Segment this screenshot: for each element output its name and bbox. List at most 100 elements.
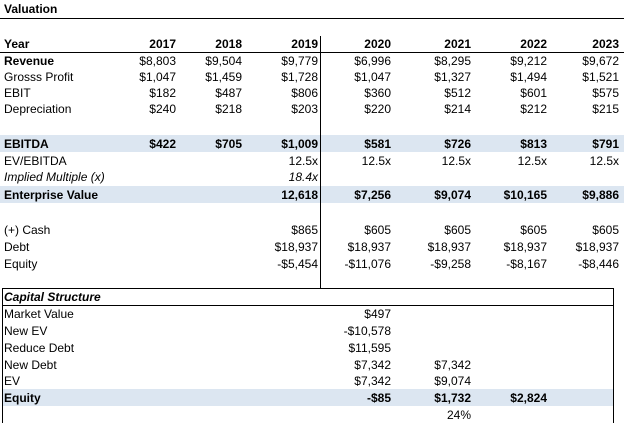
debt-2021: $18,937 bbox=[427, 240, 471, 254]
year-2021: 2021 bbox=[444, 37, 471, 51]
enterprise-value-2019: 12,618 bbox=[281, 188, 318, 202]
cash-label: (+) Cash bbox=[4, 223, 51, 237]
debt-2022: $18,937 bbox=[503, 240, 547, 254]
enterprise-value-2022: $10,165 bbox=[503, 188, 547, 202]
cap-equity-label: Equity bbox=[4, 391, 41, 405]
gross-profit-2018: $1,459 bbox=[205, 70, 242, 84]
cap-equity-2021: $1,732 bbox=[434, 391, 471, 405]
ebitda-row-highlight bbox=[0, 135, 624, 152]
year-2017: 2017 bbox=[149, 37, 176, 51]
cash-2022: $605 bbox=[520, 223, 547, 237]
depreciation-2020: $220 bbox=[364, 102, 391, 116]
ebit-2018: $487 bbox=[215, 86, 242, 100]
year-2020: 2020 bbox=[364, 37, 391, 51]
depreciation-2023: $215 bbox=[592, 102, 619, 116]
gross-profit-2020: $1,047 bbox=[354, 70, 391, 84]
implied-multiple-label: Implied Multiple (x) bbox=[4, 170, 105, 184]
equity-pct-2021: 24% bbox=[446, 408, 471, 422]
new-debt-2020: $7,342 bbox=[354, 358, 391, 372]
revenue-2022: $9,212 bbox=[510, 54, 547, 68]
gross-profit-2019: $1,728 bbox=[281, 70, 318, 84]
enterprise-value-2023: $9,886 bbox=[582, 188, 619, 202]
ebit-2017: $182 bbox=[149, 86, 176, 100]
market-value-2020: $497 bbox=[364, 307, 391, 321]
ebit-2020: $360 bbox=[364, 86, 391, 100]
reduce-debt-label: Reduce Debt bbox=[4, 341, 75, 355]
ev-2020: $7,342 bbox=[354, 374, 391, 388]
revenue-2017: $8,803 bbox=[139, 54, 176, 68]
cap-equity-row-highlight bbox=[2, 389, 613, 406]
ev-ebitda-2023: 12.5x bbox=[589, 154, 619, 168]
revenue-2018: $9,504 bbox=[205, 54, 242, 68]
ebit-2022: $601 bbox=[520, 86, 547, 100]
gross-profit-2021: $1,327 bbox=[434, 70, 471, 84]
cap-equity-2022: $2,824 bbox=[510, 391, 547, 405]
ev-label: EV bbox=[4, 374, 21, 388]
year-2018: 2018 bbox=[215, 37, 242, 51]
ebitda-2018: $705 bbox=[215, 137, 242, 151]
ev-2021: $9,074 bbox=[434, 374, 471, 388]
ev-ebitda-label: EV/EBITDA bbox=[4, 154, 67, 168]
new-debt-2021: $7,342 bbox=[434, 358, 471, 372]
equity-2019: -$5,454 bbox=[277, 257, 318, 271]
ev-ebitda-2021: 12.5x bbox=[441, 154, 471, 168]
equity-label: Equity bbox=[4, 257, 38, 271]
ev-ebitda-2022: 12.5x bbox=[517, 154, 547, 168]
enterprise-value-row-highlight bbox=[0, 186, 624, 203]
debt-2019: $18,937 bbox=[274, 240, 318, 254]
cash-2019: $865 bbox=[291, 223, 318, 237]
revenue-label: Revenue bbox=[4, 54, 55, 68]
title-underline bbox=[0, 18, 624, 19]
debt-label: Debt bbox=[4, 240, 30, 254]
revenue-2021: $8,295 bbox=[434, 54, 471, 68]
equity-2020: -$11,076 bbox=[344, 257, 391, 271]
year-2022: 2022 bbox=[520, 37, 547, 51]
ebitda-2023: $791 bbox=[592, 137, 619, 151]
gross-profit-2023: $1,521 bbox=[582, 70, 619, 84]
ebit-2021: $512 bbox=[444, 86, 471, 100]
new-ev-2020: -$10,578 bbox=[343, 324, 391, 338]
ebitda-2022: $813 bbox=[520, 137, 547, 151]
ebitda-2020: $581 bbox=[364, 137, 391, 151]
equity-2021: -$9,258 bbox=[430, 257, 471, 271]
year-2023: 2023 bbox=[592, 37, 619, 51]
ebitda-label: EBITDA bbox=[4, 137, 49, 151]
header-underline bbox=[0, 52, 624, 53]
ebit-2019: $806 bbox=[291, 86, 318, 100]
depreciation-2019: $203 bbox=[291, 102, 318, 116]
cap-structure-top-border bbox=[2, 288, 614, 289]
gross-profit-label: Grosss Profit bbox=[4, 70, 74, 84]
new-debt-label: New Debt bbox=[4, 358, 57, 372]
revenue-2020: $6,996 bbox=[354, 54, 391, 68]
depreciation-label: Depreciation bbox=[4, 102, 72, 116]
enterprise-value-2021: $9,074 bbox=[434, 188, 471, 202]
new-ev-label: New EV bbox=[4, 324, 48, 338]
equity-2022: -$8,167 bbox=[506, 257, 547, 271]
reduce-debt-2020: $11,595 bbox=[348, 341, 392, 355]
revenue-2023: $9,672 bbox=[582, 54, 619, 68]
depreciation-2018: $218 bbox=[215, 102, 242, 116]
enterprise-value-label: Enterprise Value bbox=[4, 188, 99, 202]
cash-2021: $605 bbox=[444, 223, 471, 237]
debt-2023: $18,937 bbox=[575, 240, 619, 254]
gross-profit-2022: $1,494 bbox=[510, 70, 547, 84]
cash-2020: $605 bbox=[364, 223, 391, 237]
enterprise-value-2020: $7,256 bbox=[354, 188, 391, 202]
equity-2023: -$8,446 bbox=[578, 257, 619, 271]
cap-equity-2020: -$85 bbox=[366, 391, 391, 405]
revenue-2019: $9,779 bbox=[281, 54, 318, 68]
cap-structure-title-underline bbox=[2, 305, 614, 306]
ebit-label: EBIT bbox=[4, 86, 31, 100]
depreciation-2022: $212 bbox=[520, 102, 547, 116]
ev-ebitda-2019: 12.5x bbox=[288, 154, 318, 168]
forecast-divider bbox=[320, 36, 321, 288]
year-label: Year bbox=[4, 37, 30, 51]
year-2019: 2019 bbox=[291, 37, 318, 51]
ebitda-2019: $1,009 bbox=[281, 137, 318, 151]
ev-ebitda-2020: 12.5x bbox=[361, 154, 391, 168]
sheet-title: Valuation bbox=[4, 2, 58, 16]
implied-multiple-2019: 18.4x bbox=[288, 170, 318, 184]
depreciation-2017: $240 bbox=[149, 102, 176, 116]
ebit-2023: $575 bbox=[592, 86, 619, 100]
cap-structure-left-border bbox=[2, 288, 3, 423]
